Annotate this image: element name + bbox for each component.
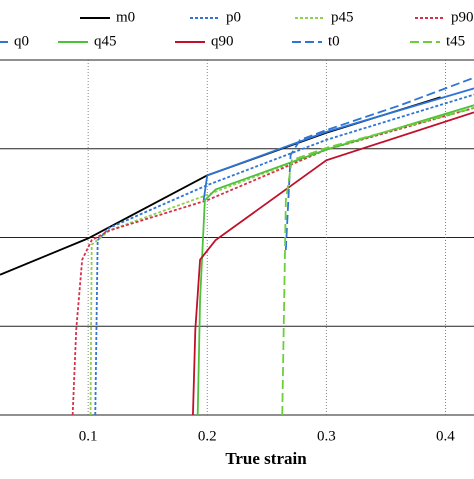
line [202, 87, 474, 201]
line [284, 76, 474, 250]
legend-label: q0 [14, 33, 29, 49]
x-tick-label: 0.2 [198, 428, 217, 444]
legend-label: t45 [446, 33, 465, 49]
legend-label: p0 [226, 9, 241, 25]
legend-label: q45 [94, 33, 117, 49]
line [0, 96, 441, 276]
x-tick-label: 0.1 [79, 428, 98, 444]
x-axis-label: True strain [225, 449, 307, 468]
legend-label: m0 [116, 9, 135, 25]
legend-label: p90 [451, 9, 474, 25]
legend-label: p45 [331, 9, 354, 25]
line [192, 111, 474, 416]
line [196, 104, 474, 416]
legend-label: q90 [211, 33, 234, 49]
line [71, 107, 474, 416]
legend-label: t0 [328, 33, 340, 49]
line [281, 107, 474, 416]
x-tick-label: 0.4 [436, 428, 455, 444]
line [94, 93, 474, 416]
x-tick-label: 0.3 [317, 428, 336, 444]
